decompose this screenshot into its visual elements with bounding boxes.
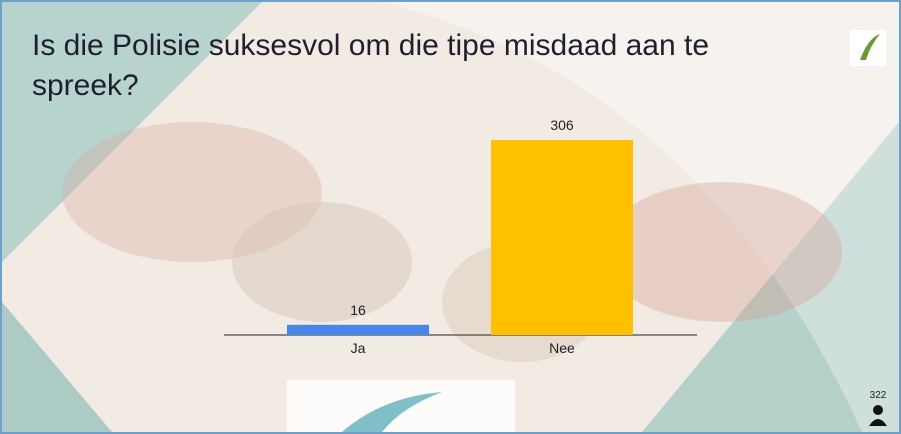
icon-head [873, 405, 883, 415]
slide: Is die Polisie suksesvol om die tipe mis… [0, 0, 901, 434]
participant-icon [869, 405, 887, 426]
x-tick-label: Ja [351, 340, 366, 356]
value-label: 306 [550, 117, 574, 133]
icon-body [869, 419, 887, 426]
x-tick-label: Nee [549, 340, 575, 356]
chart: 322 16 Ja 306 Nee [2, 2, 899, 432]
bar [491, 140, 633, 335]
bar [287, 325, 429, 335]
value-label: 16 [350, 302, 366, 318]
participant-count: 322 [870, 390, 887, 401]
